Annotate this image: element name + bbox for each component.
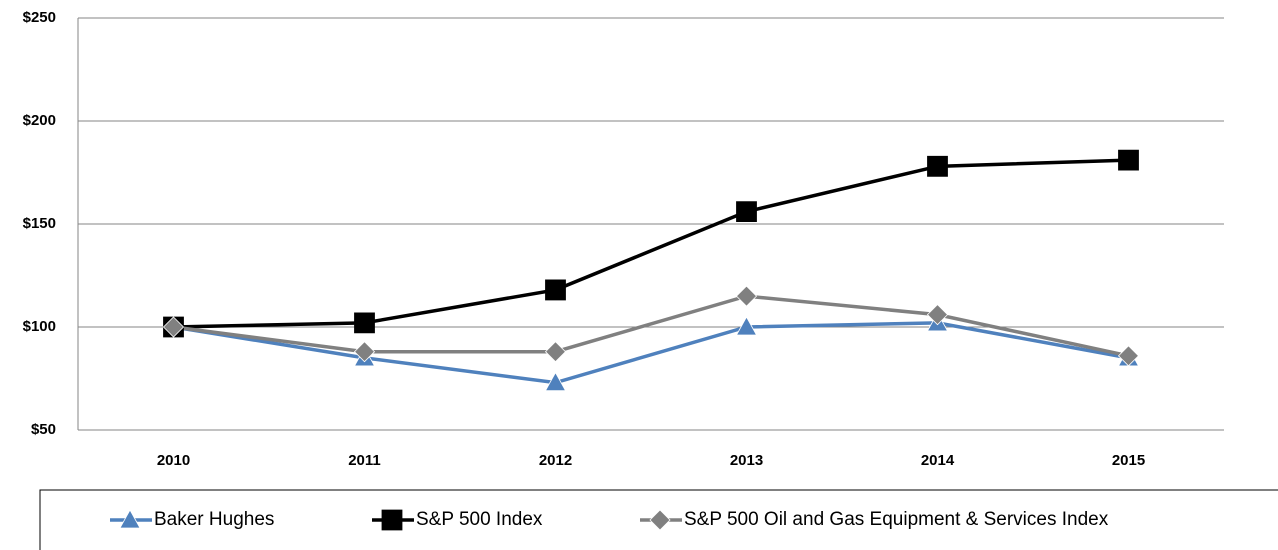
marker [1117, 345, 1140, 367]
legend-marker [119, 509, 141, 529]
series-line [173, 321, 1129, 385]
marker [545, 279, 566, 301]
x-tick-label: 2012 [539, 452, 572, 469]
x-tick-label: 2015 [1112, 452, 1145, 469]
marker [736, 201, 757, 223]
marker [927, 155, 948, 177]
legend-label: S&P 500 Oil and Gas Equipment & Services… [684, 509, 1109, 530]
legend-label: Baker Hughes [154, 509, 274, 530]
y-tick-label: $250 [23, 9, 56, 26]
y-tick-label: $150 [23, 215, 56, 232]
legend-marker [381, 509, 403, 531]
marker [735, 285, 758, 307]
marker [1118, 149, 1139, 171]
x-tick-label: 2010 [157, 452, 190, 469]
x-tick-label: 2013 [730, 452, 763, 469]
x-tick-label: 2011 [348, 452, 381, 469]
series-line [173, 158, 1129, 329]
marker [926, 304, 949, 326]
legend-label: S&P 500 Index [416, 509, 543, 530]
y-tick-label: $200 [23, 112, 56, 129]
marker [544, 371, 567, 392]
series-line [173, 294, 1129, 358]
marker [544, 341, 567, 363]
marker [354, 312, 375, 334]
legend-marker [649, 509, 671, 531]
marker [735, 316, 758, 336]
y-tick-label: $50 [31, 421, 56, 438]
marker [162, 316, 185, 338]
legend-box [39, 489, 1278, 550]
marker [353, 341, 376, 363]
x-tick-label: 2014 [921, 452, 955, 469]
y-tick-label: $100 [23, 318, 56, 335]
